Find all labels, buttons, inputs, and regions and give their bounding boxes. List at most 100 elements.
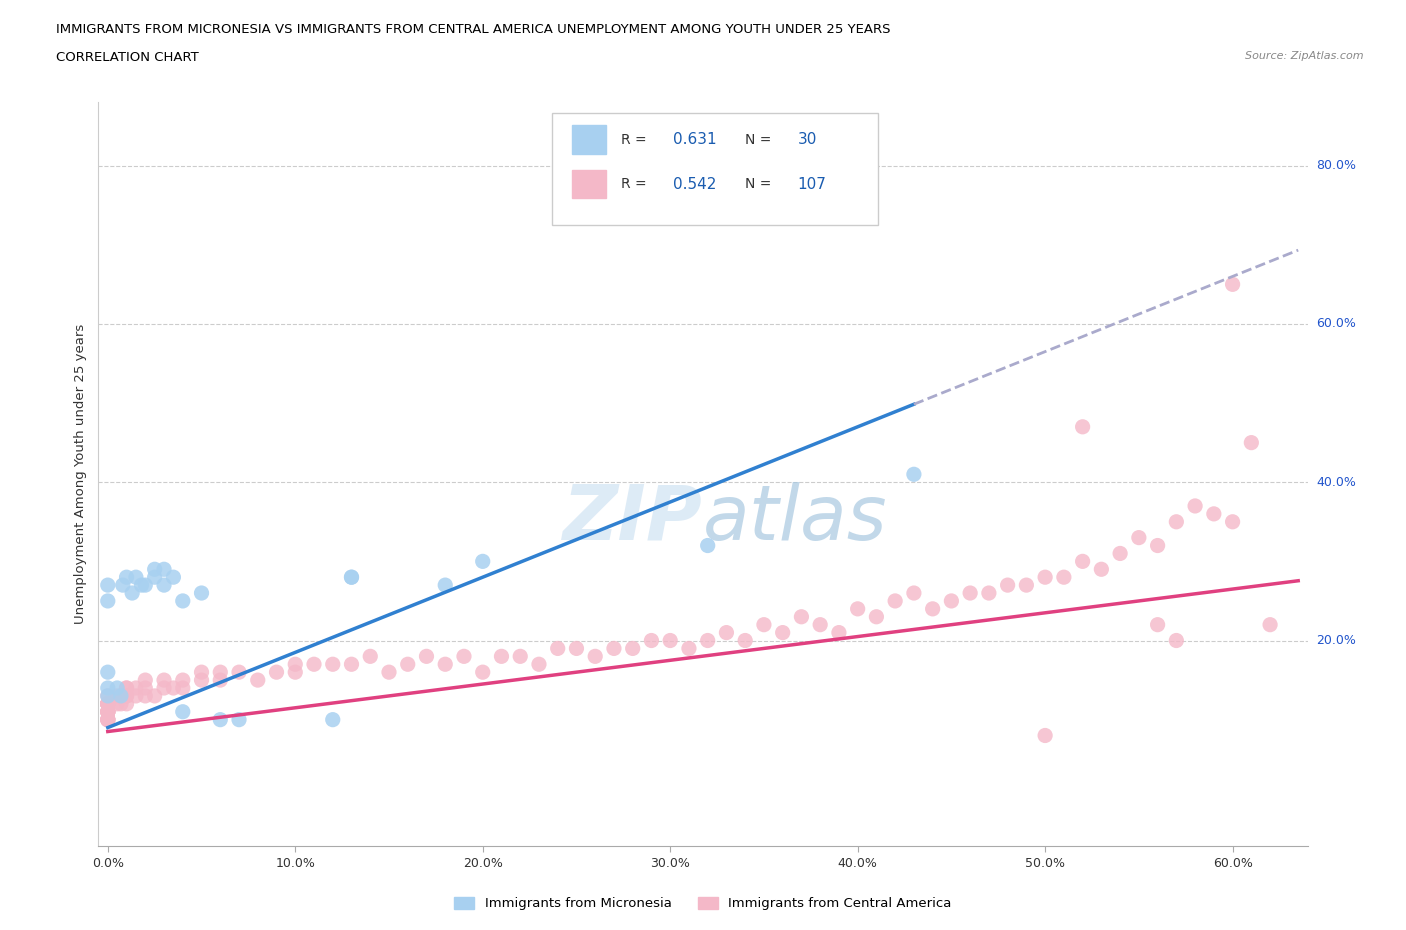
Point (396, 657, 419, 671)
Point (97, 697, 120, 711)
Point (696, 538, 718, 553)
Point (110, 697, 132, 711)
Point (322, 657, 344, 671)
Point (172, 672, 194, 687)
Point (716, 625, 738, 640)
Text: 40.0%: 40.0% (1316, 476, 1355, 488)
Point (97, 697, 120, 711)
Point (143, 688, 166, 703)
Point (865, 609, 887, 624)
Point (1166, 633, 1188, 648)
Point (97, 697, 120, 711)
Point (696, 633, 718, 648)
Point (228, 712, 250, 727)
Point (111, 578, 134, 592)
Point (322, 712, 344, 727)
Point (266, 665, 288, 680)
Point (97, 712, 120, 727)
Point (471, 554, 494, 569)
Point (491, 649, 513, 664)
Point (97, 593, 120, 608)
Text: N =: N = (745, 132, 776, 147)
Point (547, 641, 569, 656)
Point (125, 570, 148, 585)
Point (153, 562, 176, 577)
Point (1128, 530, 1150, 545)
Point (97, 697, 120, 711)
Point (678, 641, 700, 656)
Point (97, 578, 120, 592)
Point (772, 625, 794, 640)
Point (1258, 618, 1281, 632)
Bar (572, 126, 606, 153)
Text: IMMIGRANTS FROM MICRONESIA VS IMMIGRANTS FROM CENTRAL AMERICA UNEMPLOYMENT AMONG: IMMIGRANTS FROM MICRONESIA VS IMMIGRANTS… (56, 23, 891, 36)
Point (1222, 277, 1244, 292)
Point (228, 665, 250, 680)
Point (284, 657, 307, 671)
Point (134, 688, 156, 703)
Point (603, 641, 626, 656)
Point (162, 570, 184, 585)
Point (105, 697, 128, 711)
Point (97, 704, 120, 719)
Point (1166, 514, 1188, 529)
Point (246, 672, 269, 687)
Point (105, 688, 128, 703)
Point (284, 665, 307, 680)
Point (97, 712, 120, 727)
Bar (572, 170, 606, 198)
Point (959, 586, 981, 601)
Point (153, 672, 176, 687)
Point (190, 665, 212, 680)
Point (97, 704, 120, 719)
Point (190, 586, 212, 601)
Text: 20.0%: 20.0% (1316, 634, 1355, 647)
Point (105, 681, 128, 696)
Point (903, 586, 925, 601)
Point (941, 593, 963, 608)
Point (790, 609, 813, 624)
Point (97, 688, 120, 703)
Point (302, 657, 325, 671)
Text: Source: ZipAtlas.com: Source: ZipAtlas.com (1246, 51, 1364, 61)
Point (1146, 538, 1168, 553)
Point (734, 633, 756, 648)
Point (97, 665, 120, 680)
Point (134, 681, 156, 696)
Text: 30: 30 (797, 132, 817, 147)
Point (97, 712, 120, 727)
Point (97, 704, 120, 719)
Point (1015, 578, 1038, 592)
Point (115, 681, 138, 696)
Point (1053, 570, 1076, 585)
Point (134, 672, 156, 687)
Point (97, 688, 120, 703)
Point (115, 697, 138, 711)
Point (121, 586, 143, 601)
Point (111, 688, 134, 703)
Point (1071, 554, 1094, 569)
Point (97, 704, 120, 719)
Point (1033, 570, 1056, 585)
Point (97, 697, 120, 711)
Point (583, 649, 606, 664)
Point (1222, 514, 1244, 529)
Point (378, 665, 401, 680)
Legend: Immigrants from Micronesia, Immigrants from Central America: Immigrants from Micronesia, Immigrants f… (454, 897, 952, 910)
Point (453, 649, 475, 664)
Text: ZIP: ZIP (564, 482, 703, 556)
Point (903, 467, 925, 482)
Point (1240, 435, 1263, 450)
Point (977, 586, 1000, 601)
Point (415, 649, 437, 664)
Point (97, 712, 120, 727)
Point (97, 704, 120, 719)
Point (114, 688, 136, 703)
Point (97, 704, 120, 719)
Point (115, 570, 138, 585)
Point (1109, 546, 1132, 561)
Text: R =: R = (621, 132, 651, 147)
Point (97, 697, 120, 711)
Point (172, 681, 194, 696)
Text: CORRELATION CHART: CORRELATION CHART (56, 51, 200, 64)
